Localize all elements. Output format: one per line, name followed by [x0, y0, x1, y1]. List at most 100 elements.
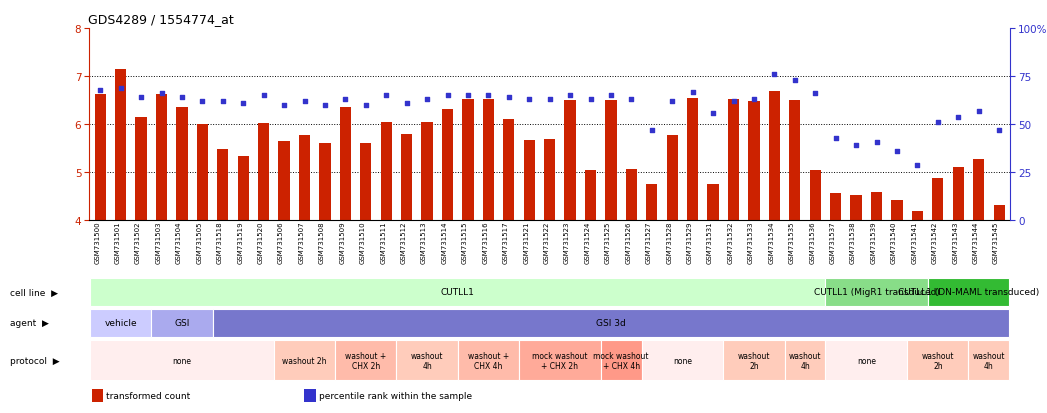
Point	[726, 99, 742, 105]
Bar	[90, 278, 825, 306]
Text: GSM731532: GSM731532	[728, 221, 734, 263]
Bar	[585, 171, 596, 221]
Bar	[667, 135, 677, 221]
Text: GSM731531: GSM731531	[707, 221, 713, 263]
Point	[786, 78, 803, 84]
Bar	[279, 142, 290, 221]
Bar	[422, 123, 432, 221]
Point	[971, 108, 987, 115]
Text: GSM731523: GSM731523	[564, 221, 571, 263]
Bar	[687, 99, 698, 221]
Point	[174, 95, 191, 101]
Bar	[784, 340, 825, 380]
Text: GSM731505: GSM731505	[197, 221, 202, 263]
Text: GSM731515: GSM731515	[462, 221, 468, 263]
Point	[153, 91, 170, 97]
Text: mock washout
+ CHX 2h: mock washout + CHX 2h	[532, 351, 587, 370]
Bar	[156, 95, 168, 221]
Text: CUTLL1 (DN-MAML transduced): CUTLL1 (DN-MAML transduced)	[898, 288, 1039, 297]
Text: washout
4h: washout 4h	[410, 351, 443, 370]
Text: GSM731526: GSM731526	[625, 221, 631, 263]
Bar	[850, 196, 862, 221]
Bar	[564, 101, 576, 221]
Bar	[871, 192, 883, 221]
Text: GSM731522: GSM731522	[543, 221, 550, 263]
Point	[460, 93, 476, 100]
Point	[603, 93, 620, 100]
Text: GSM731539: GSM731539	[870, 221, 876, 263]
Point	[562, 93, 579, 100]
Text: GSM731504: GSM731504	[176, 221, 182, 263]
Point	[827, 135, 844, 142]
Text: GSM731514: GSM731514	[442, 221, 447, 263]
Bar	[642, 340, 723, 380]
Bar	[825, 278, 928, 306]
Bar	[723, 340, 784, 380]
Text: GSM731535: GSM731535	[788, 221, 795, 263]
Text: washout
4h: washout 4h	[788, 351, 821, 370]
Bar	[973, 159, 984, 221]
Text: GSM731512: GSM731512	[401, 221, 406, 263]
Text: GSM731508: GSM731508	[319, 221, 325, 263]
Text: washout
2h: washout 2h	[921, 351, 954, 370]
Text: GSM731521: GSM731521	[524, 221, 529, 263]
Bar	[258, 124, 269, 221]
Text: GSM731534: GSM731534	[768, 221, 775, 263]
Bar	[340, 108, 351, 221]
Point	[419, 97, 436, 103]
Text: GSM731524: GSM731524	[584, 221, 591, 263]
Bar	[504, 120, 514, 221]
Point	[500, 95, 517, 101]
Text: vehicle: vehicle	[105, 319, 137, 328]
Bar	[928, 278, 1009, 306]
Bar	[483, 100, 494, 221]
Text: washout +
CHX 4h: washout + CHX 4h	[468, 351, 509, 370]
Point	[520, 97, 537, 103]
Point	[194, 99, 210, 105]
Bar	[544, 139, 555, 221]
Bar	[728, 100, 739, 221]
Bar	[305, 389, 315, 402]
Bar	[768, 91, 780, 221]
Text: GSM731527: GSM731527	[646, 221, 652, 263]
Bar	[994, 206, 1005, 221]
Text: GSM731520: GSM731520	[258, 221, 264, 263]
Text: GSM731506: GSM731506	[279, 221, 284, 263]
Text: GSM731516: GSM731516	[483, 221, 488, 263]
Point	[664, 99, 681, 105]
Point	[541, 97, 558, 103]
Bar	[213, 309, 1009, 337]
Bar	[319, 144, 331, 221]
Bar	[825, 340, 907, 380]
Point	[235, 100, 251, 107]
Point	[745, 97, 762, 103]
Text: GSM731543: GSM731543	[953, 221, 958, 263]
Text: GSI 3d: GSI 3d	[596, 319, 626, 328]
Text: GSM731537: GSM731537	[829, 221, 836, 263]
Point	[990, 127, 1007, 134]
Bar	[217, 150, 228, 221]
Text: cell line  ▶: cell line ▶	[10, 288, 59, 297]
Text: GSM731528: GSM731528	[666, 221, 672, 263]
Point	[378, 93, 395, 100]
Text: GSM731529: GSM731529	[687, 221, 693, 263]
Bar	[90, 309, 152, 337]
Bar	[94, 95, 106, 221]
Bar	[519, 340, 601, 380]
Text: GSM731518: GSM731518	[217, 221, 223, 263]
Text: washout 2h: washout 2h	[283, 356, 327, 365]
Bar	[605, 101, 617, 221]
Text: GSI: GSI	[174, 319, 190, 328]
Point	[848, 143, 865, 150]
Point	[92, 87, 109, 94]
Text: GSM731519: GSM731519	[238, 221, 243, 263]
Bar	[932, 179, 943, 221]
Text: GSM731533: GSM731533	[748, 221, 754, 263]
Point	[644, 127, 661, 134]
Point	[480, 93, 496, 100]
Point	[889, 149, 906, 155]
Point	[705, 110, 721, 117]
Bar	[298, 135, 310, 221]
Text: GSM731513: GSM731513	[421, 221, 427, 263]
Point	[296, 99, 313, 105]
